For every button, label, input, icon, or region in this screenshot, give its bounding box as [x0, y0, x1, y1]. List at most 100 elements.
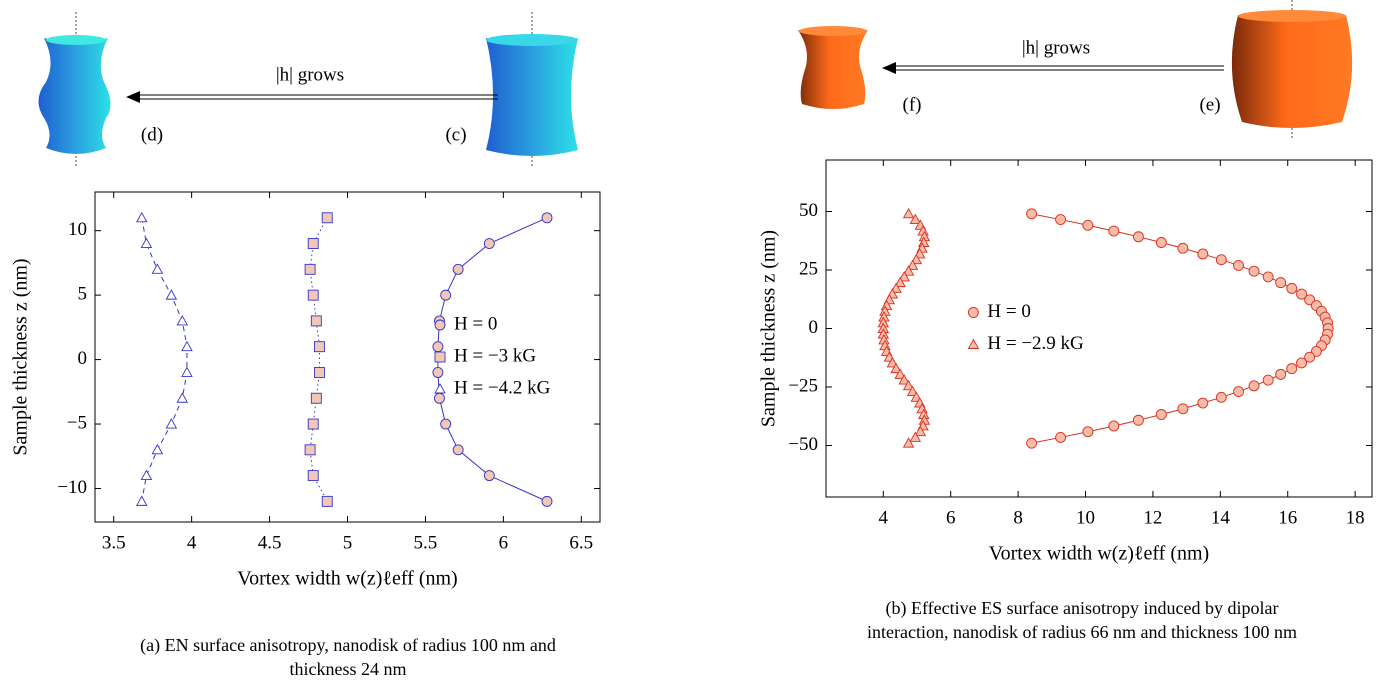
marker	[181, 366, 193, 377]
legend-label: H = −4.2 kG	[454, 377, 551, 398]
y-tick-label: −5	[67, 412, 87, 433]
marker	[307, 289, 319, 301]
marker	[304, 444, 316, 456]
marker	[906, 259, 919, 270]
y-tick-label: 5	[78, 283, 88, 304]
marker	[1215, 391, 1227, 403]
shape-top	[46, 35, 106, 45]
marker	[321, 212, 333, 224]
y-axis-label: Sample thickness z (nm)	[758, 230, 780, 427]
x-tick-label: 4.5	[258, 532, 282, 553]
marker	[1248, 380, 1260, 392]
marker	[483, 470, 495, 482]
marker	[1296, 357, 1308, 369]
x-tick-label: 10	[1076, 507, 1095, 528]
marker	[313, 341, 325, 353]
marker	[890, 362, 902, 374]
marker	[440, 418, 452, 430]
shape	[798, 30, 868, 109]
marker	[1026, 208, 1038, 220]
panel-label: (f)	[903, 94, 922, 115]
series-line	[309, 217, 328, 502]
marker	[140, 237, 153, 249]
marker	[909, 431, 922, 442]
marker	[1055, 214, 1067, 226]
legend-marker	[434, 351, 446, 363]
plot-frame	[94, 191, 601, 523]
marker	[1286, 363, 1298, 375]
marker	[541, 495, 553, 507]
shape	[1231, 15, 1353, 128]
marker	[541, 212, 553, 224]
marker	[1082, 219, 1094, 231]
y-axis-label: Sample thickness z (nm)	[10, 258, 32, 455]
x-tick-label: 18	[1346, 507, 1365, 528]
y-tick-label: −10	[57, 477, 87, 498]
x-axis-label: Vortex width w(z)ℓeff (nm)	[237, 568, 457, 590]
marker	[452, 444, 464, 456]
marker	[1275, 368, 1287, 380]
marker	[898, 374, 910, 385]
x-tick-label: 6	[499, 532, 509, 553]
marker	[1275, 277, 1287, 289]
chart: 4 6 8 10 12 14 16 18 −50 −25 0 25 50 Vortex width w(z…	[758, 159, 1373, 565]
x-tick-label: 5	[343, 532, 353, 553]
marker	[1155, 237, 1167, 248]
panel-label: (d)	[141, 124, 163, 145]
marker	[181, 340, 193, 352]
marker	[310, 392, 322, 404]
marker	[1233, 386, 1244, 398]
marker	[906, 385, 919, 397]
marker	[1197, 397, 1209, 409]
marker	[1155, 409, 1167, 420]
legend-marker	[967, 307, 979, 318]
x-tick-label: 4	[879, 507, 889, 528]
marker	[1262, 374, 1274, 386]
marker	[1026, 437, 1038, 449]
marker	[440, 289, 452, 301]
arrow-label: |h| grows	[1022, 37, 1090, 58]
marker	[1248, 265, 1260, 277]
marker	[1082, 426, 1094, 438]
marker	[1132, 414, 1144, 426]
marker	[1296, 288, 1308, 300]
marker	[135, 495, 148, 506]
marker	[902, 437, 915, 448]
series-line	[141, 217, 188, 502]
marker	[902, 207, 915, 219]
marker	[1177, 403, 1189, 415]
shape	[486, 38, 578, 156]
marker	[1304, 351, 1316, 363]
marker	[483, 238, 495, 250]
legend-marker	[434, 383, 446, 394]
caption: (a) EN surface anisotropy, nanodisk of r…	[140, 635, 556, 679]
marker	[432, 341, 444, 353]
legend-label: H = 0	[454, 313, 497, 334]
x-tick-label: 4	[187, 532, 197, 553]
series-line	[882, 213, 925, 444]
marker	[1233, 259, 1244, 271]
marker	[1177, 242, 1189, 254]
marker	[434, 392, 445, 404]
arrow-head	[882, 62, 896, 74]
marker	[1215, 254, 1227, 266]
chart: 3.5 4 4.5 5 5.5 6 6.5 −10 −5 0 5 10 Vortex width w(z…	[10, 191, 601, 590]
x-tick-label: 5.5	[414, 532, 438, 553]
marker	[890, 282, 902, 293]
x-tick-label: 16	[1278, 507, 1297, 528]
y-tick-label: 10	[68, 219, 87, 240]
marker	[452, 263, 464, 275]
legend-label: H = −3 kG	[454, 345, 536, 366]
marker	[902, 265, 915, 276]
y-tick-label: 0	[809, 317, 819, 338]
x-axis-label: Vortex width w(z)ℓeff (nm)	[989, 543, 1209, 565]
marker	[310, 315, 322, 327]
marker	[151, 443, 164, 455]
x-tick-label: 3.5	[102, 532, 126, 553]
marker	[910, 253, 923, 265]
y-tick-label: 0	[78, 348, 88, 369]
marker	[176, 392, 189, 403]
marker	[902, 379, 915, 391]
